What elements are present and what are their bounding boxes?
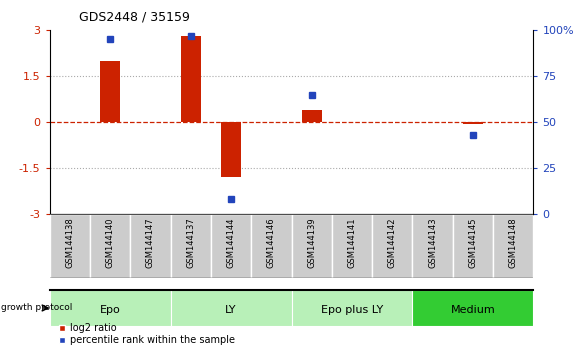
Bar [413, 214, 453, 278]
Bar [251, 214, 292, 278]
Bar [301, 110, 322, 122]
Bar [100, 61, 120, 122]
Bar [292, 290, 413, 326]
Text: Epo plus LY: Epo plus LY [321, 305, 383, 315]
Bar [170, 214, 211, 278]
Text: Epo: Epo [100, 305, 121, 315]
Bar [130, 214, 171, 278]
Bar [50, 290, 170, 326]
Text: GSM144139: GSM144139 [307, 217, 316, 268]
Legend: log2 ratio, percentile rank within the sample: log2 ratio, percentile rank within the s… [54, 319, 239, 349]
Text: GSM144142: GSM144142 [388, 217, 397, 268]
Bar [292, 214, 332, 278]
Text: GSM144137: GSM144137 [186, 217, 195, 268]
Text: GSM144146: GSM144146 [267, 217, 276, 268]
Text: LY: LY [225, 305, 237, 315]
Text: GSM144143: GSM144143 [428, 217, 437, 268]
Bar [221, 122, 241, 177]
Bar [413, 290, 533, 326]
Bar [372, 214, 413, 278]
Text: GSM144144: GSM144144 [227, 217, 236, 268]
Bar [170, 290, 292, 326]
Bar [332, 214, 372, 278]
Text: GDS2448 / 35159: GDS2448 / 35159 [79, 10, 189, 23]
Text: GSM144148: GSM144148 [509, 217, 518, 268]
Text: GSM144140: GSM144140 [106, 217, 114, 268]
Text: GSM144138: GSM144138 [65, 217, 74, 268]
Text: GSM144147: GSM144147 [146, 217, 155, 268]
Text: GSM144141: GSM144141 [347, 217, 356, 268]
Text: Medium: Medium [451, 305, 496, 315]
Bar [463, 122, 483, 124]
Bar [50, 214, 90, 278]
Text: GSM144145: GSM144145 [469, 217, 477, 268]
Bar [493, 214, 533, 278]
Bar [181, 36, 201, 122]
Text: growth protocol: growth protocol [1, 303, 72, 313]
Bar [453, 214, 493, 278]
Bar [90, 214, 130, 278]
Bar [211, 214, 251, 278]
